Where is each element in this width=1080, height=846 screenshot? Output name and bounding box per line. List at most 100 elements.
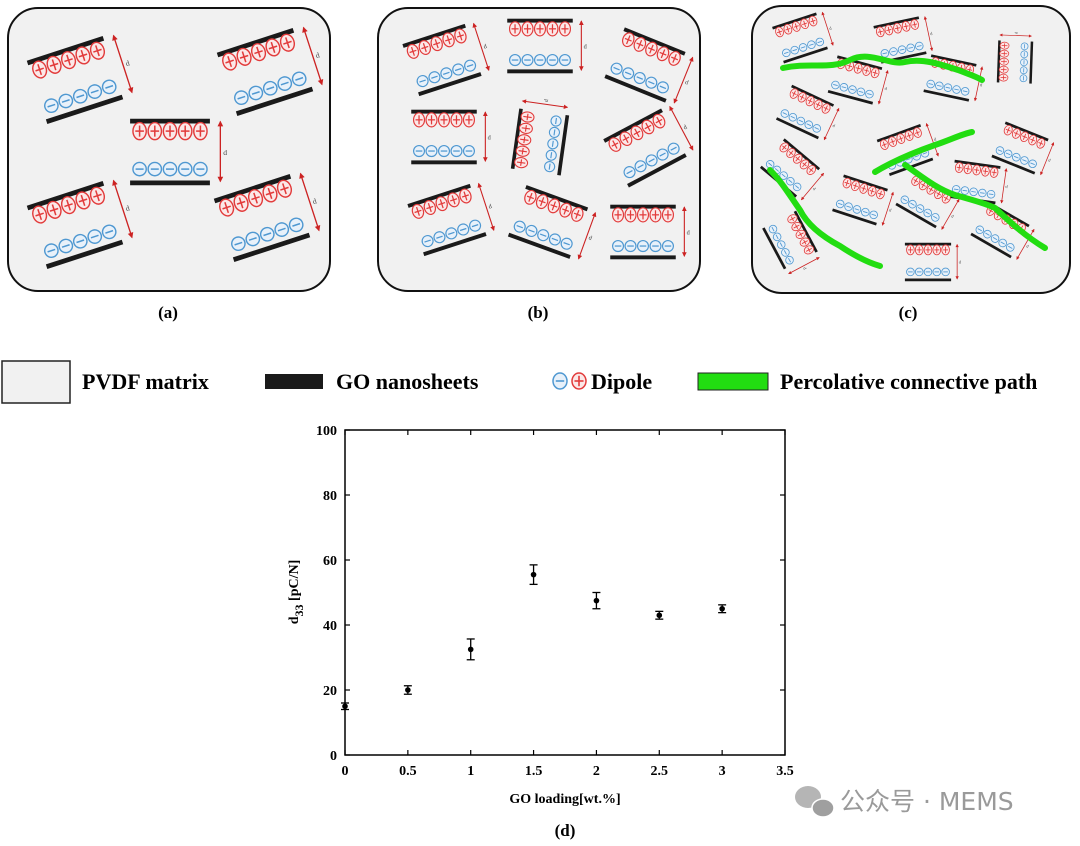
- negative-dipole-icon: [560, 237, 573, 250]
- positive-dipole-icon: [901, 21, 911, 32]
- go-nanosheet: [832, 208, 877, 226]
- data-point: [403, 685, 412, 695]
- positive-dipole-icon: [652, 113, 666, 129]
- positive-dipole-icon: [870, 67, 880, 79]
- go-nanosheet: [402, 23, 466, 48]
- negative-dipole-icon: [245, 231, 261, 247]
- positive-dipole-icon: [524, 189, 537, 205]
- negative-dipole-icon: [464, 59, 477, 72]
- negative-dipole-icon: [162, 161, 178, 177]
- positive-dipole-icon: [649, 207, 662, 223]
- percolation-path: [902, 162, 1048, 251]
- positive-dipole-icon: [236, 47, 252, 66]
- positive-dipole-icon: [177, 121, 193, 141]
- positive-dipole-icon: [954, 162, 964, 173]
- positive-dipole-icon: [32, 60, 48, 79]
- negative-dipole-icon: [848, 85, 857, 94]
- positive-dipole-icon: [799, 237, 810, 247]
- positive-dipole-icon: [896, 133, 906, 144]
- negative-dipole-icon: [998, 238, 1007, 248]
- positive-dipole-icon: [75, 191, 91, 210]
- dimension-label: d: [687, 229, 691, 236]
- go-nanosheet: [418, 72, 482, 97]
- negative-dipole-icon: [508, 53, 522, 67]
- data-point: [341, 702, 349, 711]
- positive-dipole-icon: [775, 26, 784, 38]
- go-nanosheet: [991, 154, 1036, 175]
- negative-dipole-icon: [786, 176, 795, 186]
- negative-dipole-icon: [856, 87, 866, 97]
- positive-dipole-icon: [862, 65, 871, 76]
- go-nanosheet: [235, 86, 314, 116]
- negative-dipole-icon: [788, 112, 798, 122]
- go-nanosheet: [954, 159, 1001, 169]
- positive-dipole-icon: [435, 196, 448, 212]
- positive-dipole-icon: [222, 52, 238, 71]
- dimension-label: d: [829, 25, 833, 31]
- positive-dipole-icon: [250, 43, 267, 62]
- positive-dipole-icon: [624, 207, 637, 223]
- negative-dipole-icon: [923, 267, 933, 277]
- legend-nanosheet-swatch: [265, 374, 323, 389]
- positive-dipole-icon: [406, 43, 420, 59]
- nanosheet-unit: d: [604, 27, 694, 104]
- go-nanosheet: [775, 117, 819, 140]
- negative-dipole-icon: [915, 41, 924, 51]
- negative-dipole-icon: [804, 120, 814, 129]
- positive-dipole-icon: [1020, 131, 1029, 143]
- negative-dipole-icon: [636, 239, 650, 253]
- negative-dipole-icon: [645, 76, 658, 89]
- negative-dipole-icon: [622, 67, 635, 80]
- positive-dipole-icon: [981, 165, 990, 177]
- negative-dipole-icon: [995, 146, 1005, 155]
- negative-dipole-icon: [667, 142, 680, 155]
- positive-dipole-icon: [571, 372, 587, 390]
- negative-dipole-icon: [623, 166, 636, 179]
- positive-dipole-icon: [265, 38, 281, 57]
- negative-dipole-icon: [433, 231, 446, 244]
- positive-dipole-icon: [656, 46, 670, 62]
- dimension-label: d: [1013, 32, 1018, 34]
- negative-dipole-icon: [177, 161, 193, 177]
- nanosheet-unit: d: [772, 11, 834, 64]
- positive-dipole-icon: [1011, 128, 1021, 139]
- positive-dipole-icon: [411, 203, 425, 219]
- panel-b-label: (b): [528, 303, 549, 322]
- go-nanosheet: [213, 174, 292, 204]
- negative-dipole-icon: [941, 267, 950, 277]
- negative-dipole-icon: [288, 217, 304, 233]
- negative-dipole-icon: [72, 233, 88, 249]
- negative-dipole-icon: [865, 89, 874, 99]
- go-nanosheet: [1004, 121, 1049, 142]
- go-nanosheet: [557, 115, 570, 176]
- negative-dipole-icon: [58, 93, 74, 109]
- chart-y-axis-label-main: d: [287, 616, 302, 624]
- positive-dipole-icon: [75, 46, 91, 65]
- nanosheet-unit: d: [402, 22, 490, 97]
- go-nanosheet: [791, 84, 835, 107]
- dimension-label: d: [802, 266, 808, 271]
- negative-dipole-icon: [844, 202, 853, 211]
- negative-dipole-icon: [421, 235, 434, 248]
- negative-dipole-icon: [915, 204, 925, 213]
- nanosheet-unit: d: [762, 210, 820, 275]
- legend-matrix-swatch: [1, 360, 71, 404]
- positive-dipole-icon: [233, 193, 249, 212]
- positive-dipole-icon: [641, 119, 655, 135]
- chart-y-axis-label-unit: [pC/N]: [287, 560, 302, 605]
- negative-dipole-icon: [790, 45, 799, 55]
- positive-dipole-icon: [867, 185, 877, 197]
- positive-dipole-icon: [462, 112, 476, 128]
- negative-dipole-icon: [101, 79, 117, 95]
- dimension-label: d: [933, 136, 938, 142]
- negative-dipole-icon: [645, 154, 658, 167]
- negative-dipole-icon: [457, 223, 470, 236]
- negative-dipole-icon: [558, 53, 572, 67]
- dimension-label: d: [980, 82, 984, 88]
- go-nanosheet: [45, 94, 124, 124]
- go-nanosheet: [423, 232, 487, 257]
- negative-dipole-icon: [960, 186, 970, 195]
- negative-dipole-icon: [978, 188, 987, 198]
- positive-dipole-icon: [535, 194, 549, 210]
- nanosheet-unit: d: [407, 182, 495, 257]
